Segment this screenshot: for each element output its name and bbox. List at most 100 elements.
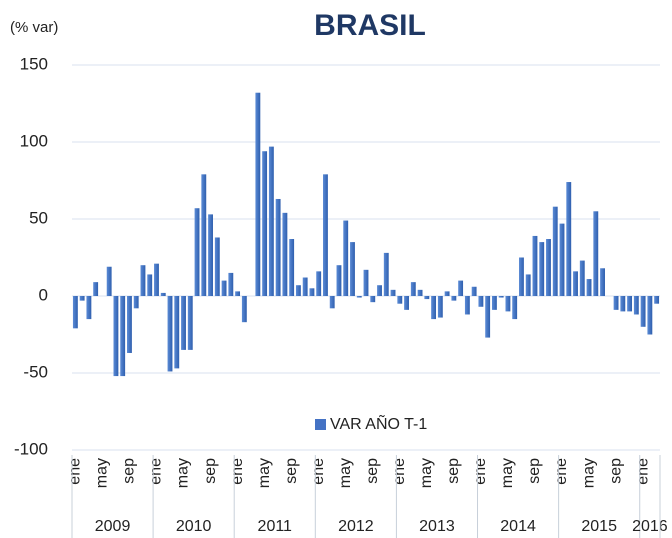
bar <box>181 296 186 350</box>
bar <box>458 280 464 296</box>
x-tick-label: ene <box>553 458 570 485</box>
y-tick-label: -50 <box>23 362 48 381</box>
bar <box>329 296 335 309</box>
bar <box>485 296 491 338</box>
bar <box>133 296 139 309</box>
bar <box>295 285 301 296</box>
x-tick-label: ene <box>634 458 651 485</box>
y-tick-label: 0 <box>39 285 48 304</box>
x-tick-label: may <box>499 458 516 488</box>
bar <box>444 291 450 296</box>
bar <box>552 206 558 296</box>
bar <box>377 285 382 296</box>
x-group-label: 2016 <box>632 518 668 535</box>
bar <box>208 214 213 296</box>
y-tick-label: -100 <box>14 439 48 458</box>
bar <box>370 296 376 303</box>
bar <box>532 235 538 296</box>
bar <box>593 211 599 296</box>
bar <box>431 296 437 320</box>
bar <box>194 208 200 296</box>
bar <box>187 296 193 350</box>
bar <box>221 280 227 296</box>
x-tick-label: may <box>418 458 435 488</box>
bar <box>620 296 626 312</box>
y-tick-label: 150 <box>20 54 48 73</box>
bar <box>268 146 274 296</box>
bar <box>647 296 653 335</box>
bar <box>154 263 159 296</box>
bar <box>282 212 288 296</box>
bar <box>390 289 396 296</box>
bar <box>613 296 619 310</box>
legend-swatch <box>315 419 326 430</box>
bar <box>167 296 173 372</box>
bar <box>363 269 369 296</box>
x-tick-label: sep <box>202 458 219 484</box>
bar <box>262 151 268 296</box>
bar <box>519 257 524 296</box>
bar <box>228 272 234 296</box>
x-group-label: 2014 <box>500 518 536 535</box>
x-group-label: 2013 <box>419 518 455 535</box>
x-tick-label: ene <box>67 458 84 485</box>
x-tick-label: ene <box>310 458 327 485</box>
bar <box>546 239 551 296</box>
x-tick-label: may <box>256 458 273 488</box>
x-tick-label: ene <box>229 458 246 485</box>
x-tick-label: may <box>337 458 354 488</box>
bar <box>525 274 531 296</box>
x-tick-label: may <box>580 458 597 488</box>
bar <box>140 265 146 296</box>
bar <box>579 260 585 296</box>
bar <box>93 282 99 296</box>
x-group-label: 2010 <box>176 518 212 535</box>
bar <box>600 268 605 296</box>
bar <box>241 296 247 323</box>
x-tick-label: sep <box>121 458 138 484</box>
bar <box>654 296 660 304</box>
bar <box>573 271 578 296</box>
chart-title: BRASIL <box>314 9 426 42</box>
x-group-label: 2012 <box>338 518 374 535</box>
bar <box>302 277 308 296</box>
y-tick-label: 50 <box>29 208 48 227</box>
bar <box>424 296 430 300</box>
x-tick-label: sep <box>283 458 300 484</box>
x-tick-label: may <box>175 458 192 488</box>
bar <box>255 92 261 296</box>
bar <box>640 296 646 327</box>
bar <box>586 279 592 296</box>
bar <box>120 296 126 377</box>
bar <box>323 174 328 296</box>
x-tick-label: sep <box>607 458 624 484</box>
bar <box>397 296 403 304</box>
bar <box>201 174 207 296</box>
bar <box>127 296 132 353</box>
x-tick-label: sep <box>526 458 543 484</box>
bar <box>410 282 416 296</box>
bar <box>559 223 565 296</box>
bar <box>174 296 180 369</box>
bar <box>160 292 166 296</box>
bar <box>147 274 153 296</box>
x-tick-label: may <box>94 458 111 488</box>
bar <box>383 252 389 296</box>
x-tick-label: ene <box>472 458 489 485</box>
legend-label: VAR AÑO T-1 <box>330 413 427 433</box>
bar <box>512 296 518 320</box>
bar <box>471 286 477 296</box>
bar <box>404 296 409 310</box>
bar <box>356 296 362 298</box>
bar <box>113 296 119 377</box>
x-tick-label: sep <box>445 458 462 484</box>
bar <box>336 265 342 296</box>
bar <box>86 296 92 320</box>
x-tick-label: ene <box>391 458 408 485</box>
y-tick-label: 100 <box>20 131 48 150</box>
bar <box>72 296 78 329</box>
x-tick-label: ene <box>148 458 165 485</box>
x-group-label: 2015 <box>581 518 617 535</box>
bar <box>79 296 85 301</box>
